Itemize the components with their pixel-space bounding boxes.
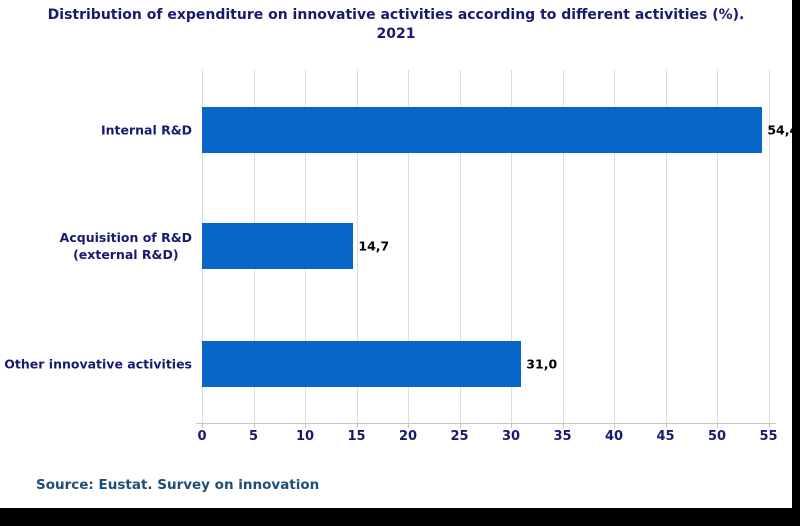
category-label-line: (external R&D) xyxy=(73,247,179,262)
category-label-line: Other innovative activities xyxy=(4,356,192,372)
x-axis-tick-35 xyxy=(562,424,564,428)
x-axis-tick-label-40: 40 xyxy=(604,429,624,444)
x-axis-tick-label-30: 30 xyxy=(501,429,521,444)
x-axis-tick-10 xyxy=(305,424,306,428)
x-axis-line xyxy=(196,423,776,424)
bar-value-label-0: 54,4 xyxy=(767,122,799,138)
x-axis-tick-15 xyxy=(356,424,358,428)
bar-value-label-2: 31,0 xyxy=(526,356,558,372)
gridline-x-15 xyxy=(356,70,358,423)
x-axis-tick-20 xyxy=(408,424,409,428)
x-axis-tick-label-0: 0 xyxy=(197,429,207,444)
x-axis-tick-label-20: 20 xyxy=(398,429,418,444)
x-axis-tick-label-5: 5 xyxy=(248,429,259,444)
bar-value-label-1: 14,7 xyxy=(358,238,390,254)
gridline-x-30 xyxy=(511,70,512,423)
x-axis-tick-30 xyxy=(511,424,512,428)
chart-title: Distribution of expenditure on innovativ… xyxy=(0,6,792,44)
bar-2 xyxy=(202,341,522,387)
category-label-1: Acquisition of R&D (external R&D) xyxy=(60,229,192,263)
bar-0 xyxy=(202,107,763,153)
chart-title-line1: Distribution of expenditure on innovativ… xyxy=(47,7,745,23)
x-axis-tick-5 xyxy=(253,424,255,428)
gridline-x-45 xyxy=(665,70,667,423)
gridline-x-20 xyxy=(408,70,409,423)
x-axis-tick-50 xyxy=(717,424,718,428)
x-axis-tick-label-55: 55 xyxy=(759,429,778,444)
x-axis-tick-label-10: 10 xyxy=(295,429,315,444)
x-axis-tick-55 xyxy=(768,424,770,428)
x-axis-tick-0 xyxy=(202,424,203,428)
x-axis-tick-label-15: 15 xyxy=(347,429,366,444)
gridline-x-55 xyxy=(768,70,770,423)
x-axis-tick-45 xyxy=(665,424,667,428)
bar-1 xyxy=(202,223,354,269)
gridline-x-40 xyxy=(614,70,615,423)
source-note: Source: Eustat. Survey on innovation xyxy=(36,477,320,493)
category-label-2: Other innovative activities xyxy=(4,356,192,373)
x-axis-tick-label-25: 25 xyxy=(450,429,469,444)
category-label-0: Internal R&D xyxy=(101,122,192,139)
gridline-x-50 xyxy=(717,70,718,423)
bottom-border-bar xyxy=(0,508,800,526)
gridline-x-25 xyxy=(459,70,461,423)
category-label-line: Acquisition of R&D xyxy=(59,230,192,245)
chart-title-line2: 2021 xyxy=(376,26,416,42)
x-axis-tick-label-45: 45 xyxy=(656,429,675,444)
right-border-bar xyxy=(792,0,800,526)
x-axis-tick-25 xyxy=(459,424,461,428)
x-axis-tick-label-50: 50 xyxy=(707,429,727,444)
category-label-line: Internal R&D xyxy=(100,122,192,138)
x-axis-tick-label-35: 35 xyxy=(553,429,572,444)
x-axis-tick-40 xyxy=(614,424,615,428)
gridline-x-35 xyxy=(562,70,564,423)
